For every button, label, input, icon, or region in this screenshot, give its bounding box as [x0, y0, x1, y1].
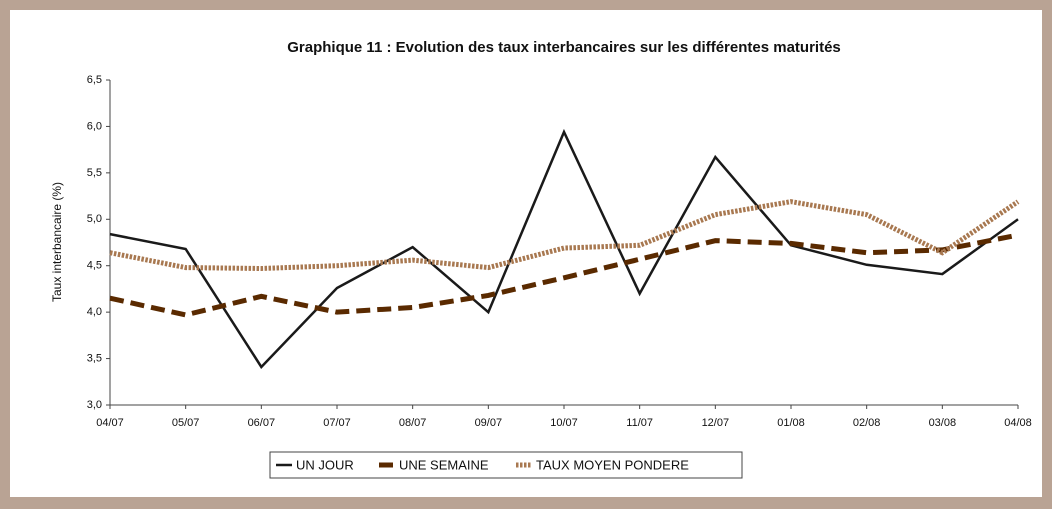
series-line — [109, 199, 1020, 272]
y-axis-label: Taux interbancaire (%) — [50, 182, 64, 302]
x-tick-label: 01/08 — [777, 417, 805, 429]
x-tick-label: 10/07 — [550, 417, 578, 429]
x-tick-label: 05/07 — [172, 417, 200, 429]
y-tick-label: 4,0 — [87, 306, 102, 318]
chart-title: Graphique 11 : Evolution des taux interb… — [287, 39, 841, 56]
y-tick-label: 6,0 — [87, 120, 102, 132]
legend-label: TAUX MOYEN PONDERE — [536, 457, 689, 472]
legend — [269, 451, 743, 479]
x-tick-label: 03/08 — [929, 417, 957, 429]
y-tick-label: 6,5 — [87, 74, 102, 86]
series-line — [109, 128, 1019, 369]
panel — [10, 10, 1042, 497]
x-tick-label: 09/07 — [475, 417, 503, 429]
series-line — [109, 232, 1019, 318]
x-tick-label: 02/08 — [853, 417, 881, 429]
x-tick-label: 04/08 — [1004, 417, 1032, 429]
x-tick-label: 12/07 — [702, 417, 730, 429]
x-tick-label: 08/07 — [399, 417, 427, 429]
x-tick-label: 11/07 — [626, 417, 653, 429]
y-tick-label: 3,0 — [87, 399, 102, 411]
y-tick-label: 5,0 — [87, 213, 102, 225]
y-tick-label: 4,5 — [87, 260, 102, 272]
x-tick-label: 07/07 — [323, 417, 351, 429]
x-tick-label: 04/07 — [96, 417, 124, 429]
y-tick-label: 5,5 — [87, 167, 102, 179]
x-tick-label: 06/07 — [248, 417, 276, 429]
legend-label: UN JOUR — [296, 457, 354, 472]
y-tick-label: 3,5 — [87, 352, 102, 364]
legend-label: UNE SEMAINE — [399, 457, 489, 472]
